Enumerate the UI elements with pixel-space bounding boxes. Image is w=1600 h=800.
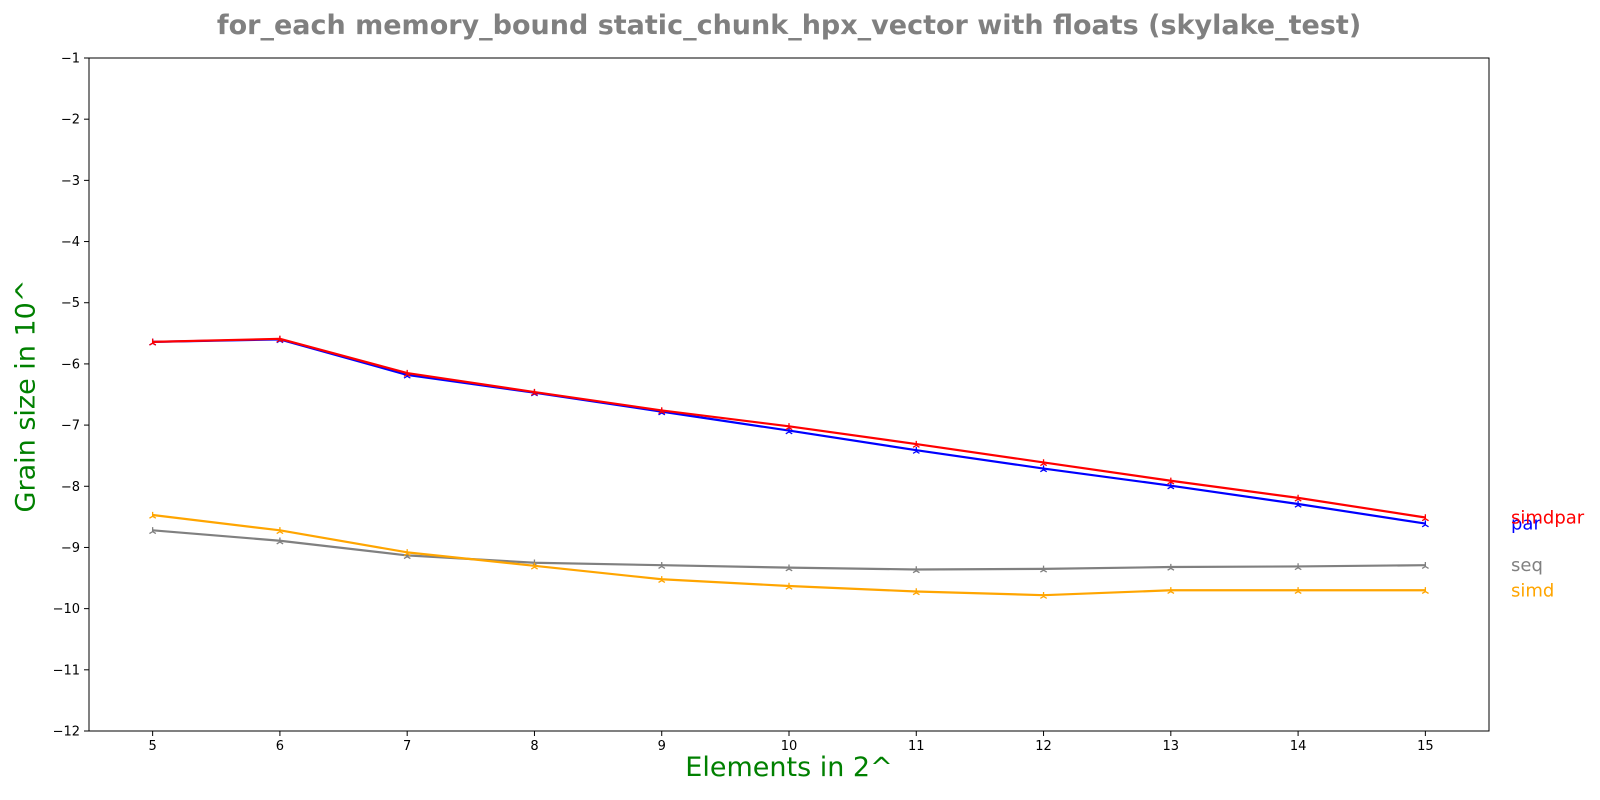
y-tick-label: −4 bbox=[61, 235, 80, 250]
data-point-seq bbox=[1421, 561, 1429, 569]
series-simdpar bbox=[149, 335, 1429, 522]
series-label-simd: simd bbox=[1511, 580, 1554, 601]
y-tick-label: −1 bbox=[61, 52, 80, 67]
data-point-simdpar bbox=[1421, 514, 1429, 522]
x-tick-label: 13 bbox=[1163, 739, 1180, 754]
plot-frame bbox=[88, 57, 1490, 732]
x-tick-label: 15 bbox=[1417, 739, 1434, 754]
data-point-simd bbox=[1167, 587, 1175, 595]
series-label-simdpar: simdpar bbox=[1511, 507, 1585, 528]
y-tick-label: −10 bbox=[53, 602, 80, 617]
data-point-simd bbox=[658, 576, 666, 584]
x-tick-label: 11 bbox=[908, 739, 925, 754]
x-tick-label: 10 bbox=[781, 739, 798, 754]
data-point-simd bbox=[403, 549, 411, 557]
data-point-simdpar bbox=[912, 440, 920, 448]
data-point-simd bbox=[1040, 591, 1048, 599]
data-point-simd bbox=[1294, 587, 1302, 595]
series-label-seq: seq bbox=[1511, 555, 1543, 576]
data-point-seq bbox=[276, 537, 284, 545]
y-tick-label: −9 bbox=[61, 541, 80, 556]
data-point-seq bbox=[1294, 563, 1302, 571]
y-axis-label: Grain size in 10^ bbox=[10, 279, 42, 513]
data-point-simdpar bbox=[785, 423, 793, 431]
data-point-simd bbox=[149, 511, 157, 519]
data-point-par bbox=[1421, 520, 1429, 528]
y-tick-label: −11 bbox=[53, 663, 80, 678]
data-point-simdpar bbox=[658, 407, 666, 415]
data-point-par bbox=[1167, 482, 1175, 490]
series-par bbox=[149, 336, 1429, 528]
data-point-seq bbox=[1167, 563, 1175, 571]
data-point-simd bbox=[530, 562, 538, 570]
data-point-simdpar bbox=[1040, 459, 1048, 467]
x-axis: 5 6 7 8 9 10 11 12 13 14 15 bbox=[148, 731, 1434, 754]
y-tick-label: −3 bbox=[61, 174, 80, 189]
data-point-seq bbox=[912, 566, 920, 574]
data-point-simd bbox=[912, 588, 920, 596]
x-tick-label: 14 bbox=[1290, 739, 1307, 754]
series-simd bbox=[149, 511, 1429, 599]
chart-title: for_each memory_bound static_chunk_hpx_v… bbox=[216, 10, 1362, 41]
series-lines bbox=[149, 335, 1429, 599]
data-point-seq bbox=[785, 564, 793, 572]
y-tick-label: −12 bbox=[53, 725, 80, 740]
x-tick-label: 12 bbox=[1035, 739, 1052, 754]
data-point-par bbox=[1040, 465, 1048, 473]
data-point-par bbox=[912, 446, 920, 454]
x-tick-label: 5 bbox=[148, 739, 156, 754]
data-point-simdpar bbox=[1294, 494, 1302, 502]
data-point-simdpar bbox=[1167, 477, 1175, 485]
y-tick-label: −5 bbox=[61, 296, 80, 311]
data-point-par bbox=[1294, 500, 1302, 508]
x-tick-label: 9 bbox=[658, 739, 666, 754]
data-point-simdpar bbox=[276, 335, 284, 343]
data-point-simd bbox=[1421, 587, 1429, 595]
x-tick-label: 6 bbox=[276, 739, 284, 754]
x-tick-label: 8 bbox=[530, 739, 538, 754]
y-axis: −1 −2 −3 −4 −5 −6 −7 −8 −9 −10 −11 −12 bbox=[53, 52, 89, 740]
x-axis-label: Elements in 2^ bbox=[685, 752, 893, 783]
data-point-simdpar bbox=[149, 338, 157, 346]
series-line-seq bbox=[152, 529, 1426, 571]
y-tick-label: −7 bbox=[61, 419, 80, 434]
data-point-seq bbox=[1040, 565, 1048, 573]
data-point-simd bbox=[276, 527, 284, 535]
data-point-seq bbox=[149, 527, 157, 535]
series-label-par: par bbox=[1511, 514, 1541, 535]
y-tick-label: −8 bbox=[61, 480, 80, 495]
data-point-seq bbox=[658, 561, 666, 569]
data-point-simdpar bbox=[530, 388, 538, 396]
series-seq bbox=[149, 527, 1429, 574]
data-point-simd bbox=[785, 582, 793, 590]
data-point-simdpar bbox=[403, 369, 411, 377]
y-tick-label: −6 bbox=[61, 357, 80, 372]
y-tick-label: −2 bbox=[61, 113, 80, 128]
x-tick-label: 7 bbox=[403, 739, 411, 754]
